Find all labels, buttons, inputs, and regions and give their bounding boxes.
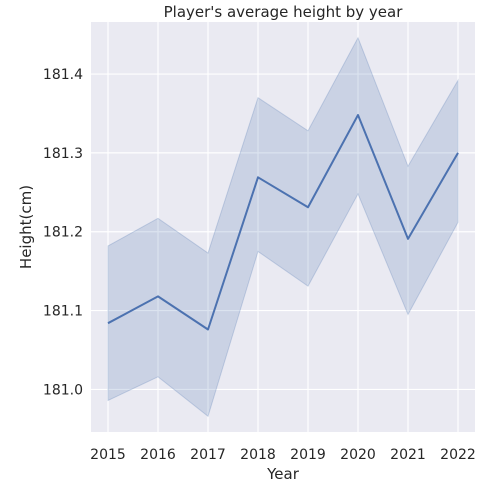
- y-tick-label: 181.4: [43, 67, 83, 83]
- y-tick-labels: 181.0 181.1 181.2 181.3 181.4: [43, 67, 83, 398]
- x-tick-label: 2018: [240, 447, 276, 463]
- y-tick-label: 181.3: [43, 146, 83, 162]
- plot-background: [91, 22, 475, 432]
- y-tick-label: 181.2: [43, 225, 83, 241]
- y-axis-label: Height(cm): [17, 185, 35, 269]
- x-tick-label: 2022: [440, 447, 476, 463]
- y-tick-label: 181.1: [43, 304, 83, 320]
- x-tick-label: 2019: [290, 447, 326, 463]
- x-tick-labels: 2015 2016 2017 2018 2019 2020 2021 2022: [90, 447, 476, 463]
- chart-title: Player's average height by year: [164, 3, 404, 21]
- series-line: [107, 114, 459, 331]
- x-tick-label: 2017: [190, 447, 226, 463]
- x-tick-label: 2020: [340, 447, 376, 463]
- x-tick-label: 2021: [390, 447, 426, 463]
- series-lines: [107, 114, 459, 331]
- y-tick-label: 181.0: [43, 382, 83, 398]
- x-tick-label: 2016: [140, 447, 176, 463]
- x-tick-label: 2015: [90, 447, 126, 463]
- x-axis-label: Year: [266, 465, 300, 483]
